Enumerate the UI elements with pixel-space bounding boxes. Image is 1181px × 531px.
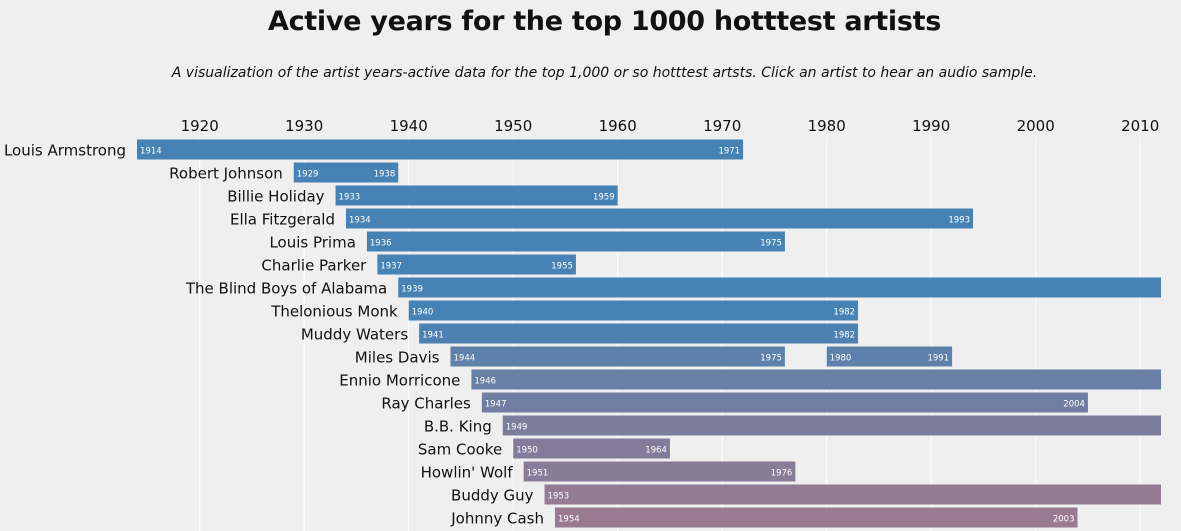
bar-start-year-label: 1934 — [349, 216, 371, 226]
bar-start-year-label: 1940 — [412, 308, 434, 318]
artist-bar[interactable] — [398, 277, 1161, 298]
artist-name-label[interactable]: Howlin' Wolf — [421, 464, 514, 482]
artist-bar[interactable] — [408, 300, 859, 321]
artist-name-label[interactable]: The Blind Boys of Alabama — [185, 280, 387, 298]
x-tick-label: 2010 — [1121, 117, 1159, 135]
bar-end-year-label: 1991 — [927, 354, 949, 364]
artist-bar[interactable] — [523, 461, 796, 482]
bar-end-year-label: 1982 — [833, 308, 855, 318]
x-tick-label: 1990 — [912, 117, 950, 135]
bar-start-year-label: 1929 — [297, 170, 319, 180]
bar-start-year-label: 1914 — [140, 147, 162, 157]
chart-subtitle: A visualization of the artist years-acti… — [171, 65, 1038, 81]
bar-start-year-label: 1946 — [474, 377, 496, 387]
artist-name-label[interactable]: Robert Johnson — [169, 165, 283, 183]
x-tick-label: 1960 — [599, 117, 637, 135]
x-tick-label: 1930 — [285, 117, 323, 135]
x-tick-label: 1970 — [703, 117, 741, 135]
artist-name-label[interactable]: Charlie Parker — [261, 257, 367, 275]
artist-name-label[interactable]: Sam Cooke — [418, 441, 502, 459]
artist-name-label[interactable]: Billie Holiday — [227, 188, 324, 206]
bar-end-year-label: 1982 — [833, 331, 855, 341]
artist-bar[interactable] — [513, 438, 670, 459]
bar-start-year-label: 1944 — [454, 354, 476, 364]
artist-bar[interactable] — [137, 139, 744, 160]
artist-name-label[interactable]: Ray Charles — [381, 395, 471, 413]
bar-end-year-label: 1971 — [718, 147, 740, 157]
artist-name-label[interactable]: Louis Armstrong — [4, 142, 126, 160]
bar-start-year-label: 1933 — [339, 193, 361, 203]
artist-bar[interactable] — [826, 346, 953, 367]
artist-bar[interactable] — [293, 162, 399, 183]
bar-end-year-label: 1959 — [593, 193, 615, 203]
bar-start-year-label: 1980 — [830, 354, 852, 364]
artist-bars: 1914 1971 1929 1938 1933 1959 1934 1993 1936 1975… — [137, 139, 1161, 528]
x-tick-label: 1950 — [494, 117, 532, 135]
bar-end-year-label: 1975 — [760, 239, 782, 249]
artist-bar[interactable] — [555, 507, 1078, 528]
bar-start-year-label: 1936 — [370, 239, 392, 249]
bar-start-year-label: 1937 — [380, 262, 402, 272]
artist-bar[interactable] — [346, 208, 973, 229]
bar-start-year-label: 1954 — [558, 515, 580, 525]
x-tick-label: 1920 — [181, 117, 219, 135]
bar-start-year-label: 1939 — [401, 285, 423, 295]
chart-title: Active years for the top 1000 hotttest a… — [268, 6, 941, 37]
bar-end-year-label: 2003 — [1053, 515, 1075, 525]
x-tick-label: 2000 — [1017, 117, 1055, 135]
bar-end-year-label: 1938 — [374, 170, 396, 180]
bar-end-year-label: 1975 — [760, 354, 782, 364]
artist-name-label[interactable]: Ella Fitzgerald — [230, 211, 335, 229]
bar-start-year-label: 1950 — [516, 446, 538, 456]
x-tick-label: 1940 — [390, 117, 428, 135]
bar-start-year-label: 1953 — [548, 492, 570, 502]
artist-name-label[interactable]: Thelonious Monk — [270, 303, 398, 321]
artist-labels: Louis Armstrong Robert Johnson Billie Holi… — [4, 142, 544, 528]
bar-end-year-label: 1964 — [645, 446, 667, 456]
artist-name-label[interactable]: Buddy Guy — [451, 487, 534, 505]
artist-bar[interactable] — [471, 369, 1161, 390]
artist-bar[interactable] — [419, 323, 859, 344]
artist-name-label[interactable]: Johnny Cash — [450, 510, 544, 528]
x-tick-label: 1980 — [808, 117, 846, 135]
artist-bar[interactable] — [481, 392, 1088, 413]
artist-bar[interactable] — [377, 254, 576, 275]
artist-bar[interactable] — [502, 415, 1161, 436]
artist-bar[interactable] — [450, 346, 785, 367]
bar-end-year-label: 1976 — [771, 469, 793, 479]
bar-start-year-label: 1941 — [422, 331, 444, 341]
bar-end-year-label: 1993 — [948, 216, 970, 226]
artist-name-label[interactable]: Muddy Waters — [301, 326, 408, 344]
bar-end-year-label: 1955 — [551, 262, 573, 272]
x-axis: 1920 1930 1940 1950 1960 1970 1980 1990 2000 2010 — [181, 117, 1160, 135]
artist-name-label[interactable]: Miles Davis — [355, 349, 440, 367]
artist-name-label[interactable]: Ennio Morricone — [339, 372, 460, 390]
artist-bar[interactable] — [544, 484, 1161, 505]
artist-name-label[interactable]: B.B. King — [424, 418, 492, 436]
artist-name-label[interactable]: Louis Prima — [269, 234, 355, 252]
artist-bar[interactable] — [335, 185, 618, 206]
artist-bar[interactable] — [366, 231, 785, 252]
bar-start-year-label: 1947 — [485, 400, 507, 410]
bar-start-year-label: 1949 — [506, 423, 528, 433]
bar-start-year-label: 1951 — [527, 469, 549, 479]
bar-end-year-label: 2004 — [1063, 400, 1085, 410]
